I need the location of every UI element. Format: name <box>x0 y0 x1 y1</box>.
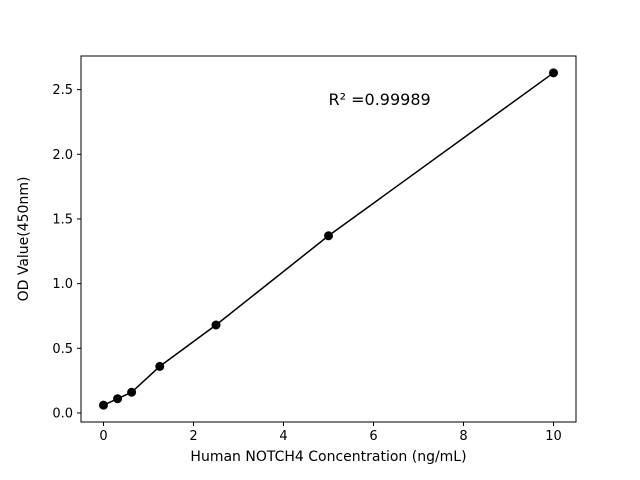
data-point <box>549 68 558 78</box>
data-point <box>113 394 123 404</box>
y-tick-label: 0.0 <box>52 406 73 421</box>
y-axis-label: OD Value(450nm) <box>16 177 32 302</box>
y-tick-label: 2.5 <box>52 83 73 98</box>
x-tick-label: 0 <box>99 429 107 444</box>
x-tick-label: 4 <box>279 429 287 444</box>
plot-frame <box>80 55 577 423</box>
data-point <box>99 400 108 410</box>
data-point <box>324 231 333 241</box>
x-tick-label: 8 <box>459 429 467 444</box>
y-tick-label: 0.5 <box>52 342 73 357</box>
y-tick-label: 1.0 <box>52 277 73 292</box>
x-axis-label: Human NOTCH4 Concentration (ng/mL) <box>190 449 466 465</box>
data-point <box>127 387 137 397</box>
y-tick-label: 1.5 <box>52 212 73 227</box>
r-squared-annotation: R² =0.99989 <box>329 90 431 109</box>
x-tick-label: 10 <box>545 429 562 444</box>
x-tick-label: 6 <box>369 429 377 444</box>
data-point <box>155 361 165 371</box>
y-tick-label: 2.0 <box>52 148 73 163</box>
x-tick-label: 2 <box>189 429 197 444</box>
data-point <box>211 320 221 330</box>
